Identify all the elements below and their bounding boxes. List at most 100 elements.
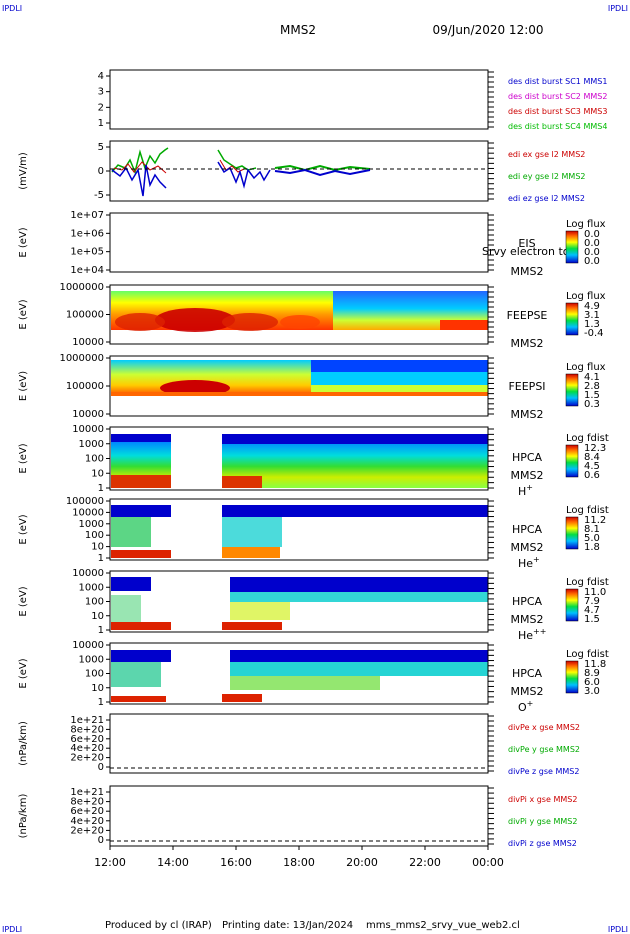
colorbar bbox=[565, 588, 579, 622]
legend-label: des dist burst SC2 MMS2 bbox=[508, 92, 607, 101]
colorbar-tick-label: 4.5 bbox=[584, 461, 600, 472]
footer-filename: mms_mms2_srvy_vue_web2.cl bbox=[366, 920, 520, 931]
corner-label-bottom-left: IPDLI bbox=[2, 925, 22, 934]
y-tick-label: 1000 bbox=[79, 654, 104, 665]
spacecraft-label: MMS2 bbox=[511, 613, 544, 626]
y-tick-label: 1 bbox=[98, 625, 104, 636]
footer-printing-date: Printing date: 13/Jan/2024 bbox=[222, 920, 353, 931]
panel-feepse: 1000000 100000 10000 E (eV) FEEPSE MMS2 Log fl… bbox=[18, 282, 606, 350]
y-tick-label: 10000 bbox=[72, 640, 104, 651]
hpca-he2-spectrogram bbox=[111, 577, 488, 630]
colorbar-tick-label: 4.9 bbox=[584, 301, 600, 312]
y-tick-label: 2e+20 bbox=[70, 825, 104, 836]
y-tick-label: 1000 bbox=[79, 582, 104, 593]
colorbar-tick-label: 4.7 bbox=[584, 605, 600, 616]
instrument-label: HPCA bbox=[512, 667, 543, 680]
y-axis-label: E (eV) bbox=[18, 514, 29, 544]
y-tick-label: 4 bbox=[98, 71, 104, 82]
colorbar-tick-label: 6.0 bbox=[584, 677, 600, 688]
y-tick-label: 100 bbox=[85, 669, 104, 680]
colorbar-tick-label: 0.0 bbox=[584, 229, 600, 240]
hpca-o-spectrogram bbox=[111, 650, 488, 702]
legend-label: divPi y gse MMS2 bbox=[508, 817, 577, 826]
spacecraft-label: MMS2 bbox=[511, 265, 544, 278]
y-tick-label: 0 bbox=[98, 835, 104, 846]
panel-burst: 4 3 2 1 des dist burst SC1 MMS1 des dist burs… bbox=[98, 69, 607, 131]
colorbar bbox=[565, 230, 579, 264]
legend-label: divPi x gse MMS2 bbox=[508, 795, 577, 804]
y-tick-label: -5 bbox=[94, 190, 104, 201]
y-axis-label: (nPa/km) bbox=[18, 794, 29, 839]
footer-produced-by: Produced by cl (IRAP) bbox=[105, 920, 212, 931]
y-tick-label: 2 bbox=[98, 102, 104, 113]
colorbar-tick-label: 4.1 bbox=[584, 372, 600, 383]
colorbar-title: Log flux bbox=[566, 291, 606, 302]
legend-label: des dist burst SC1 MMS1 bbox=[508, 77, 607, 86]
y-tick-label: 100 bbox=[85, 454, 104, 465]
colorbar-tick-label: 2.8 bbox=[584, 381, 600, 392]
y-tick-label: 8e+20 bbox=[70, 724, 104, 735]
x-tick-label: 18:00 bbox=[283, 856, 315, 869]
spacecraft-label: MMS2 bbox=[511, 469, 544, 482]
x-tick-label: 00:00 bbox=[472, 856, 504, 869]
species-charge: ++ bbox=[533, 627, 546, 636]
panel-frame bbox=[109, 785, 489, 847]
y-tick-label: 100 bbox=[85, 597, 104, 608]
y-tick-label: 0 bbox=[98, 166, 104, 177]
species-charge: + bbox=[527, 699, 534, 708]
colorbar bbox=[565, 373, 579, 407]
colorbar-tick-label: 11.8 bbox=[584, 659, 606, 670]
colorbar-tick-label: 8.4 bbox=[584, 452, 600, 463]
colorbar-tick-label: 0.0 bbox=[584, 256, 600, 267]
y-axis-label: E (eV) bbox=[18, 658, 29, 688]
y-tick-label: 100 bbox=[85, 530, 104, 541]
x-tick-label: 14:00 bbox=[157, 856, 189, 869]
y-tick-label: 6e+20 bbox=[70, 734, 104, 745]
legend-label: divPe z gse MMS2 bbox=[508, 767, 579, 776]
colorbar-tick-label: 1.3 bbox=[584, 319, 600, 330]
colorbar-tick-label: 8.1 bbox=[584, 524, 600, 535]
colorbar-tick-label: 11.2 bbox=[584, 515, 606, 526]
y-axis-label: E (eV) bbox=[18, 443, 29, 473]
colorbar-title: Log flux bbox=[566, 362, 606, 373]
panel-frame bbox=[109, 212, 489, 273]
panel-edi: 5 0 -5 (mV/m) edi ex gse l2 MMS2 edi ey gse l… bbox=[18, 140, 586, 203]
species-label: He++ bbox=[518, 627, 546, 642]
y-tick-label: 1000 bbox=[79, 519, 104, 530]
spacecraft-label: MMS2 bbox=[511, 408, 544, 421]
y-tick-label: 1e+04 bbox=[70, 265, 104, 276]
panel-data-layer bbox=[111, 147, 488, 702]
hpca-h-spectrogram bbox=[111, 434, 488, 488]
y-tick-label: 1000000 bbox=[59, 353, 104, 364]
page-datetime: 09/Jun/2020 12:00 bbox=[432, 23, 543, 37]
legend-label: edi ez gse l2 MMS2 bbox=[508, 194, 585, 203]
page-title: MMS2 bbox=[280, 23, 316, 37]
overlay-label: Srvy electron to bbox=[482, 245, 570, 258]
colorbar-tick-label: -0.4 bbox=[584, 328, 604, 339]
panel-frame bbox=[109, 498, 489, 561]
legend-label: divPi z gse MMS2 bbox=[508, 839, 577, 848]
y-axis-label: E (eV) bbox=[18, 227, 29, 257]
y-tick-label: 1e+05 bbox=[70, 247, 104, 258]
legend-label: des dist burst SC3 MMS3 bbox=[508, 107, 607, 116]
y-tick-label: 10 bbox=[91, 468, 104, 479]
y-tick-label: 1000 bbox=[79, 439, 104, 450]
y-tick-label: 10 bbox=[91, 683, 104, 694]
legend-label: edi ey gse l2 MMS2 bbox=[508, 172, 586, 181]
y-tick-label: 100000 bbox=[66, 496, 104, 507]
corner-label-top-left: IPDLI bbox=[2, 4, 22, 13]
y-axis-label: E (eV) bbox=[18, 299, 29, 329]
panel-frame bbox=[109, 69, 489, 130]
colorbar-title: Log fdist bbox=[566, 433, 609, 444]
colorbar-title: Log fdist bbox=[566, 505, 609, 516]
y-tick-label: 100000 bbox=[66, 310, 104, 321]
y-tick-label: 2e+20 bbox=[70, 753, 104, 764]
x-tick-label: 22:00 bbox=[409, 856, 441, 869]
y-axis-label: (nPa/km) bbox=[18, 721, 29, 766]
